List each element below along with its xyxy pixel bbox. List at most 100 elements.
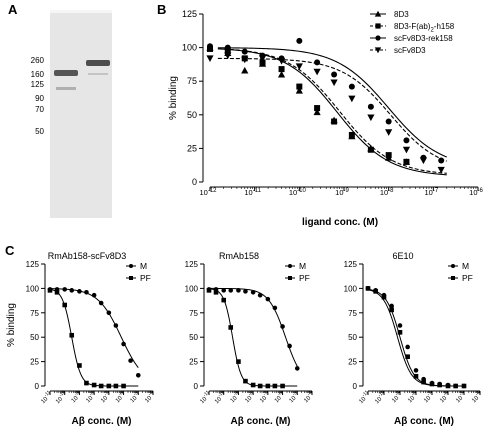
fit-curve — [208, 288, 298, 387]
data-point — [250, 382, 256, 388]
legend-label: PF — [299, 273, 310, 283]
data-point — [385, 152, 392, 159]
data-point — [206, 55, 214, 62]
x-tick-exponent: -7 — [262, 390, 269, 397]
gel-marker-70: 70 — [35, 105, 44, 114]
y-tick-label: 100 — [26, 284, 40, 293]
data-point — [314, 105, 321, 112]
data-point — [121, 341, 126, 347]
data-point — [98, 300, 104, 306]
x-tick-base: 10 — [199, 396, 208, 405]
series-m — [206, 287, 300, 371]
x-tick-label: 10-4 — [469, 390, 483, 404]
legend-marker — [451, 276, 455, 280]
chart-title: RmAb158-scFv8D3 — [48, 251, 127, 261]
data-point — [287, 343, 292, 349]
x-tick-base: 10 — [144, 395, 153, 404]
x-tick-base: 10 — [407, 395, 416, 404]
data-point — [403, 137, 410, 144]
x-tick-label: 10-5 — [453, 390, 467, 404]
data-point — [277, 58, 286, 65]
data-point — [224, 52, 232, 60]
data-point — [373, 289, 378, 294]
data-point — [243, 378, 248, 384]
x-tick-exponent: -4 — [147, 390, 154, 397]
series-pf — [365, 286, 467, 389]
y-tick-label: 0 — [353, 382, 358, 391]
x-tick-exponent: -5 — [458, 390, 465, 397]
x-tick-base: 10 — [259, 395, 268, 404]
x-tick-exponent: -6 — [478, 188, 484, 194]
gel-marker-90: 90 — [35, 94, 44, 103]
chart-panel-c3: 025507510012510-1110-1010-910-810-710-61… — [344, 251, 483, 427]
legend-entry: PF — [126, 273, 151, 283]
y-tick-label: 100 — [185, 284, 199, 293]
series-m — [47, 287, 141, 378]
data-point — [236, 288, 241, 293]
x-tick-label: 10-10 — [212, 389, 228, 405]
x-tick-label: 10-4 — [301, 390, 315, 404]
y-tick-label: 25 — [187, 143, 197, 153]
data-point — [295, 87, 303, 94]
x-tick-exponent: -11 — [361, 389, 370, 398]
x-tick-exponent: -7 — [103, 390, 110, 397]
x-tick-exponent: -9 — [344, 188, 350, 194]
x-tick-exponent: -8 — [88, 390, 95, 397]
data-point — [265, 383, 271, 389]
y-tick-label: 75 — [348, 309, 357, 318]
x-tick-label: 10-10 — [53, 389, 69, 405]
data-point — [389, 307, 394, 313]
x-axis-label-part: conc. (M) — [244, 416, 291, 427]
panel-letter-b: B — [157, 2, 166, 17]
data-point — [348, 95, 356, 103]
fit-curve — [217, 57, 447, 162]
x-tick-exponent: -10 — [217, 389, 226, 398]
x-tick-label: 10-6 — [272, 390, 286, 404]
x-tick-exponent: -7 — [433, 188, 439, 194]
x-tick-label: 10-11 — [356, 389, 372, 405]
gel-marker-125: 125 — [31, 80, 45, 89]
x-tick-exponent: -11 — [43, 389, 52, 398]
data-point — [91, 292, 97, 298]
legend-entry: M — [448, 261, 469, 271]
gel-band-lane1 — [54, 70, 78, 76]
x-axis-label-part: conc. (M) — [407, 416, 454, 427]
data-point — [250, 290, 256, 295]
legend-label: 8D3 — [394, 10, 409, 19]
x-tick-exponent: -4 — [474, 390, 481, 397]
y-tick-label: 0 — [192, 177, 197, 187]
y-tick-label: 0 — [194, 382, 199, 391]
x-axis-label-part: A — [71, 416, 78, 427]
y-tick-label: 75 — [187, 76, 197, 86]
legend-entry: PF — [448, 273, 473, 283]
data-point — [257, 292, 263, 298]
x-tick-base: 10 — [85, 395, 94, 404]
x-axis-label-part: A — [394, 416, 401, 427]
x-tick-label: 10-9 — [335, 188, 349, 197]
x-tick-label: 10-10 — [289, 188, 307, 197]
gel-marker-50: 50 — [35, 127, 44, 136]
x-tick-label: 10-7 — [424, 188, 438, 197]
y-tick-label: 25 — [30, 358, 39, 367]
x-tick-exponent: -4 — [306, 390, 313, 397]
data-point — [295, 63, 303, 71]
legend-label: scFv8D3-rek158 — [394, 34, 453, 43]
y-tick-label: 125 — [26, 260, 40, 269]
data-point — [257, 383, 263, 389]
data-point — [272, 305, 278, 311]
data-point — [77, 363, 82, 368]
x-tick-label: 10-10 — [372, 389, 388, 405]
data-point — [84, 380, 89, 386]
x-tick-base: 10 — [289, 395, 298, 404]
y-tick-label: 25 — [348, 358, 357, 367]
data-point — [348, 131, 355, 138]
data-point — [367, 114, 375, 122]
legend-entry: scFv8D3 — [370, 46, 426, 55]
data-point — [402, 146, 411, 154]
x-tick-base: 10 — [358, 396, 367, 405]
series-scfv8d3 — [206, 52, 447, 174]
data-point — [278, 66, 285, 73]
legend-label-subscript: 2 — [430, 28, 434, 34]
data-point — [221, 288, 227, 293]
data-point — [314, 59, 321, 66]
